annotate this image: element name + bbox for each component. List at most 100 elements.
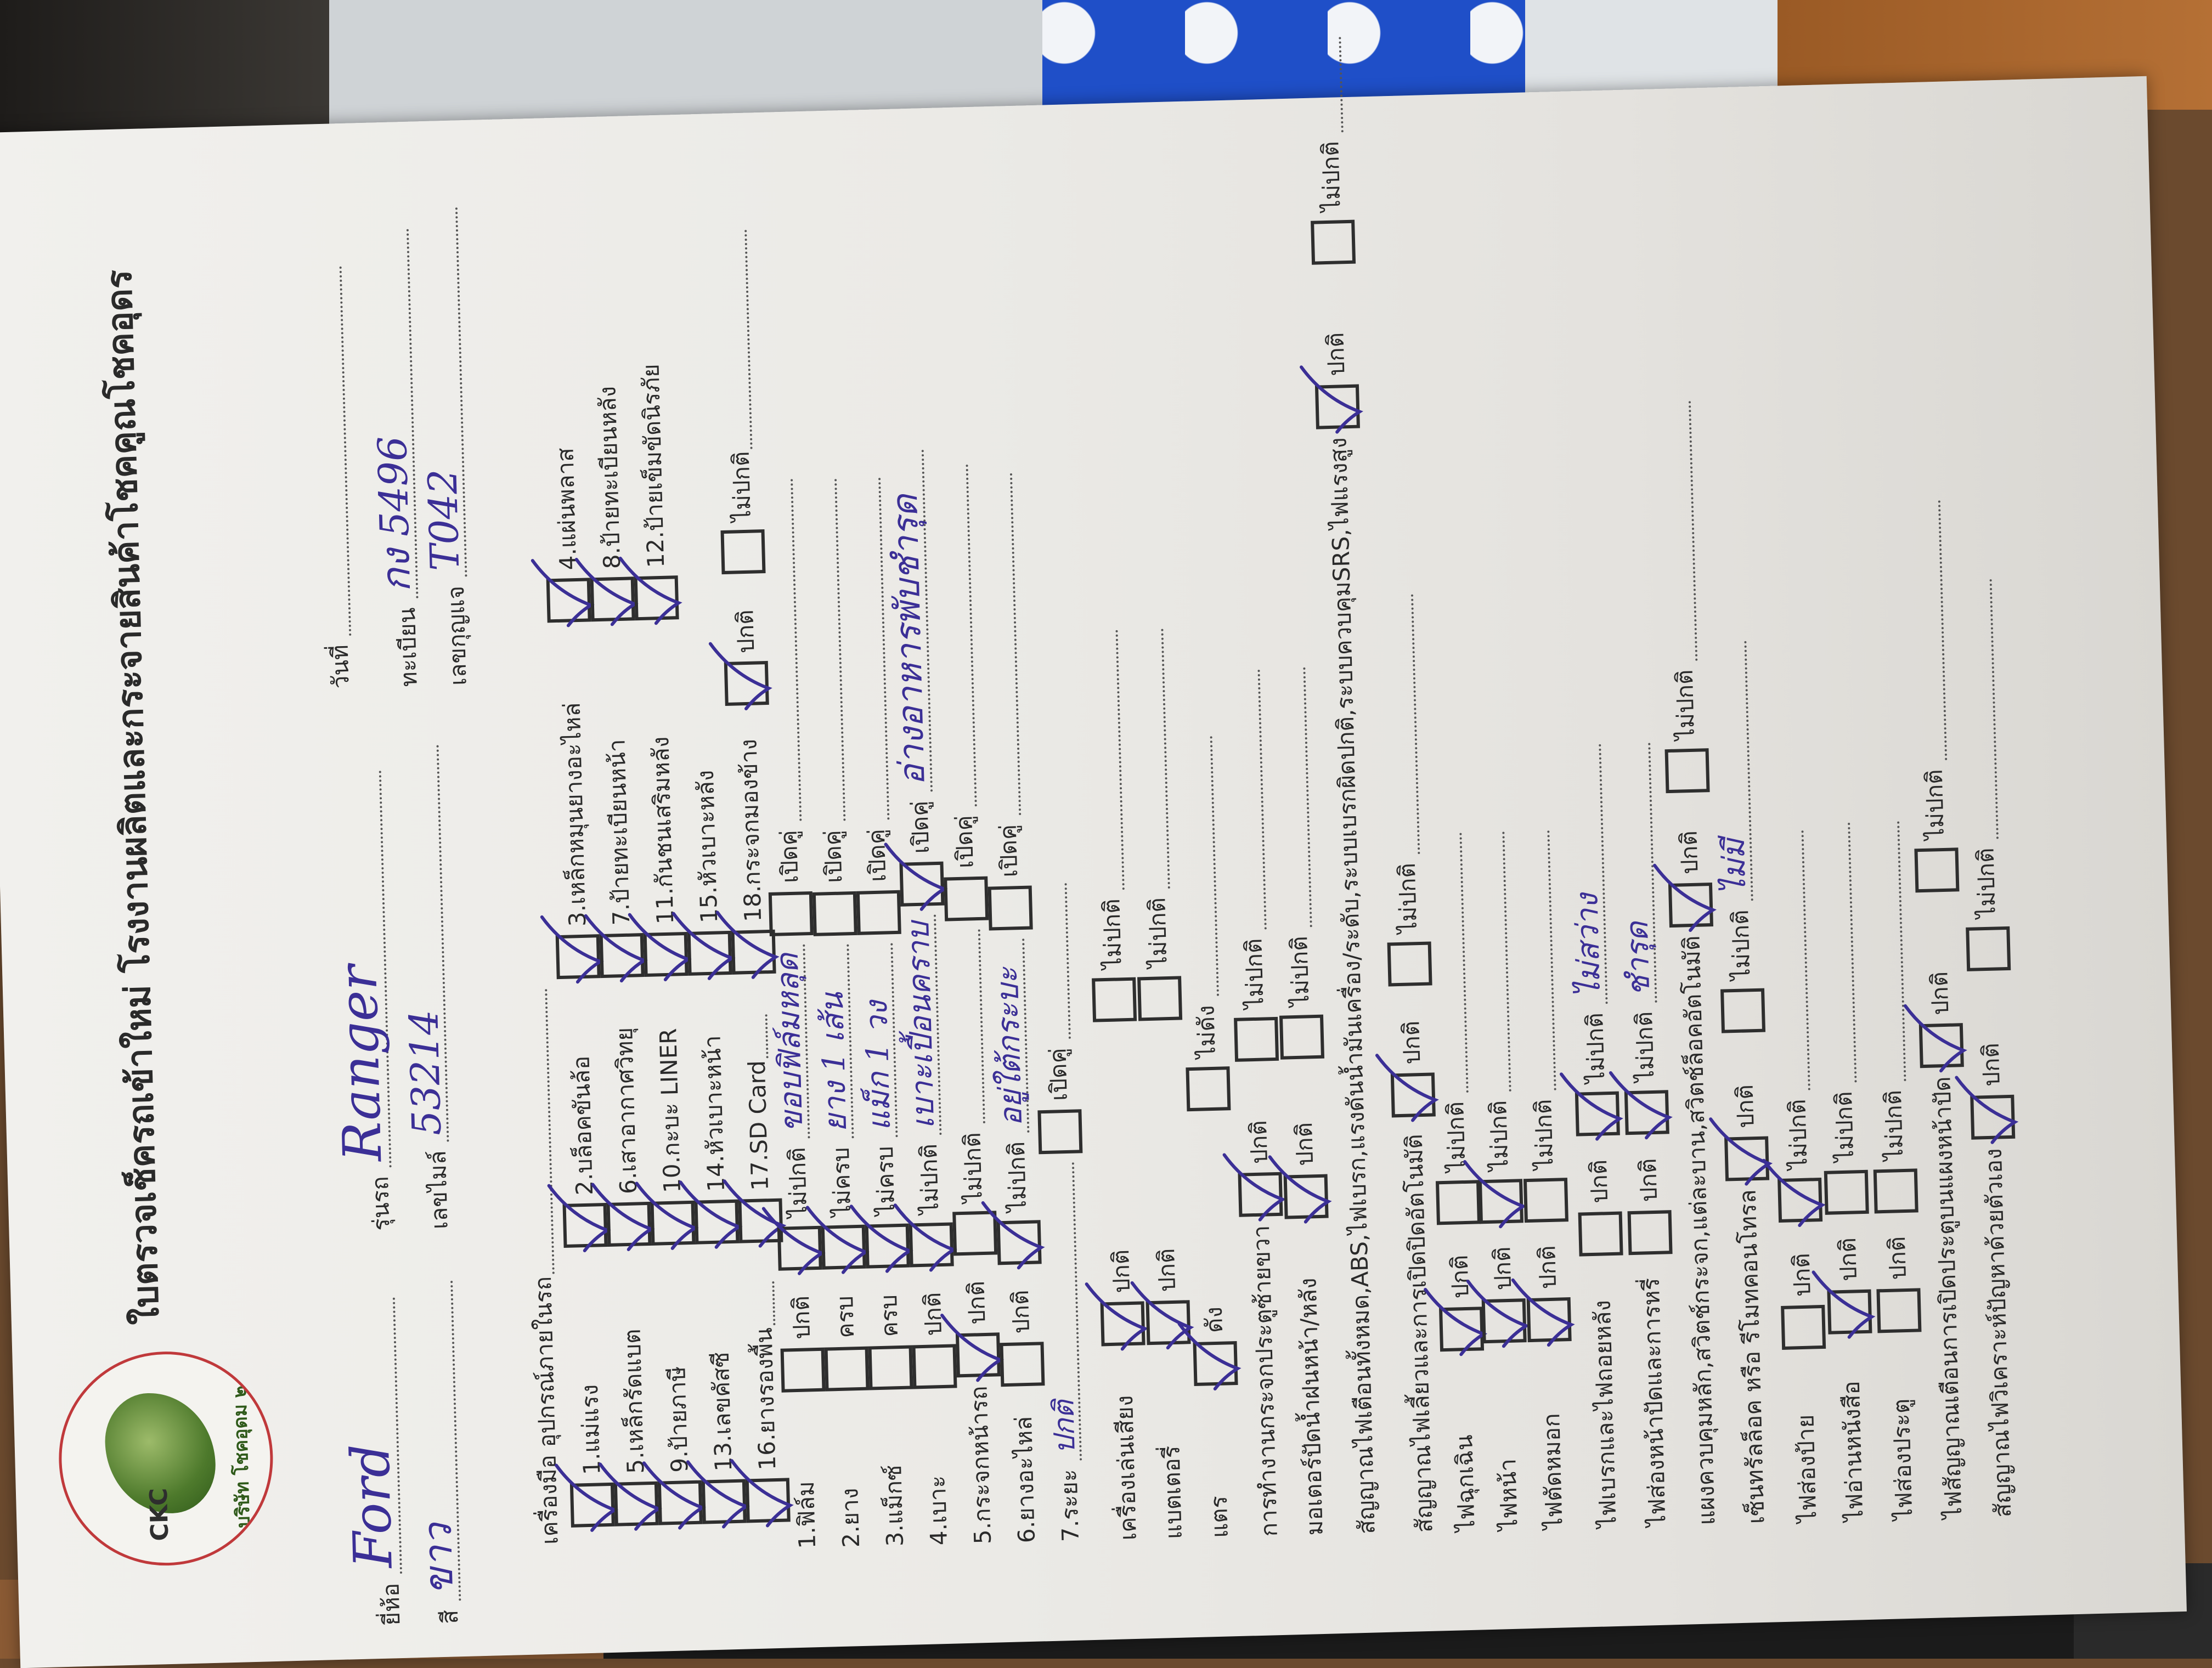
check-opt2-checkbox[interactable] [1559, 1072, 1623, 1141]
check-opt1-checkbox[interactable] [1709, 1117, 1773, 1186]
company-logo: CKC บริษัท โชคอุดม ๒๐๒๐ [56, 1349, 276, 1569]
field-color-label: สี [436, 1609, 464, 1625]
field-model-label: รุ่นรถ [366, 1175, 395, 1231]
check-opt2-checkbox[interactable] [1609, 1071, 1673, 1140]
inspection-pair-checkbox[interactable] [768, 891, 814, 936]
inspection-row: 3.แม็กซ์ ครบ ไม่ครบ แม็ก 1 วง เปิดคู่ [845, 477, 917, 1547]
check-opt1-checkbox[interactable] [1653, 863, 1717, 932]
check-opt1-checkbox[interactable] [1903, 1004, 1967, 1073]
inspection-opt2-checkbox[interactable] [805, 1206, 870, 1274]
check-opt2-checkbox[interactable] [1914, 847, 1960, 893]
inspection-opt1-checkbox[interactable] [1000, 1342, 1045, 1387]
inspection-opt1-checkbox[interactable] [940, 1314, 1004, 1382]
equipment-item-label: 14.หัวเบาะหน้า [699, 1035, 730, 1192]
check-row: ไฟส่องป้าย ปกติ ไม่ปกติ [1762, 830, 1830, 1523]
check-opt2-checkbox[interactable] [1664, 748, 1710, 793]
inspection-pair-checkbox[interactable] [812, 891, 857, 936]
inspection-pair-checkbox[interactable] [884, 843, 948, 912]
inspection-opt2-checkbox[interactable] [981, 1201, 1045, 1270]
distance-pair-checkbox[interactable] [1037, 1109, 1083, 1154]
equipment-normal-label-text: ปกติ [731, 609, 760, 654]
check-mark-icon [1130, 1281, 1194, 1350]
check-opt2-checkbox[interactable] [1966, 926, 2011, 971]
check-opt1-checkbox[interactable] [1177, 1322, 1242, 1391]
check-opt1-checkbox[interactable] [1955, 1076, 2019, 1144]
inspection-row: 2.ยาง ครบ ไม่ครบ ยาง 1 เส้น เปิดคู่ [802, 479, 873, 1548]
check-opt1-checkbox[interactable] [1375, 1054, 1439, 1122]
inspection-label: 6.ยางอะไหล่ [1009, 1416, 1040, 1543]
background-shelf [0, 0, 329, 143]
check-row: แบตเตอรี่ ปกติ ไม่ปกติ [1128, 628, 1195, 1540]
equipment-item-label: 4.แผ่นพลาส [551, 448, 582, 570]
equipment-item-label-text: 16.ยางรองพื้น [750, 1327, 781, 1471]
check-opt1-checkbox[interactable] [1300, 365, 1363, 434]
check-opt1-checkbox[interactable] [1130, 1281, 1194, 1350]
inspection-pair-checkbox[interactable] [988, 885, 1033, 931]
check-opt1-checkbox[interactable] [1268, 1155, 1332, 1224]
check-mark-icon [598, 1462, 662, 1531]
equipment-checkbox[interactable] [642, 1461, 706, 1530]
inspection-pair-checkbox[interactable] [944, 876, 989, 921]
inspection-opt1-label: ปกติ [1006, 1290, 1035, 1334]
inspection-opt2-checkbox[interactable] [761, 1207, 826, 1275]
check-opt2-checkbox[interactable] [1824, 1169, 1869, 1215]
check-opt1-checkbox[interactable] [1222, 1153, 1286, 1222]
equipment-checkbox[interactable] [574, 557, 639, 626]
check-label: ไฟหน้า [1494, 1458, 1523, 1531]
inspection-opt2-checkbox[interactable] [849, 1205, 913, 1273]
equipment-checkbox[interactable] [686, 1460, 750, 1529]
check-opt1-checkbox[interactable] [1466, 1279, 1530, 1348]
check-opt1-checkbox[interactable] [1578, 1211, 1623, 1257]
dotted-line [744, 229, 753, 449]
equipment-checkbox[interactable] [531, 559, 595, 627]
field-mileage-label: เลขไมล์ [424, 1150, 453, 1230]
inspection-opt1-checkbox[interactable] [780, 1347, 826, 1393]
check-note [1156, 628, 1170, 889]
check-opt2-checkbox[interactable] [1720, 988, 1766, 1033]
check-row: การทำงานกระจกประตูซ้ายขวา ปกติ ไม่ปกติ [1222, 669, 1291, 1537]
equipment-checkbox[interactable] [547, 1184, 611, 1253]
check-label: แผงควบคุมหลัก,สวิตช์กระจก,แต่ละบาน,สวิตช… [1678, 935, 1720, 1526]
check-opt1-checkbox[interactable] [1424, 1287, 1488, 1356]
check-opt2-checkbox[interactable] [1873, 1168, 1918, 1214]
check-opt2-checkbox[interactable] [1387, 941, 1432, 987]
field-color: สี ขาว [411, 1280, 464, 1625]
equipment-checkbox[interactable] [628, 913, 692, 982]
equipment-checkbox[interactable] [540, 915, 604, 984]
check-opt2-checkbox[interactable] [1186, 1066, 1231, 1112]
equipment-checkbox[interactable] [618, 556, 682, 625]
equipment-checkbox[interactable] [598, 1462, 662, 1531]
inspection-row: 6.ยางอะไหล่ ปกติ ไม่ปกติ อยู่ใต้กระบะ เปิดคู… [977, 473, 1049, 1543]
inspection-opt1-checkbox[interactable] [824, 1346, 870, 1392]
check-mark-icon [708, 642, 772, 710]
check-row: เครื่องเล่นเสียง ปกติ ไม่ปกติ [1082, 630, 1150, 1541]
equipment-checkbox[interactable] [635, 1181, 699, 1250]
equipment-checkbox[interactable] [730, 1459, 794, 1528]
inspection-opt2-checkbox[interactable] [893, 1203, 957, 1272]
check-opt2-checkbox[interactable] [1092, 977, 1137, 1022]
equipment-checkbox[interactable] [715, 911, 780, 979]
check-opt2-checkbox[interactable] [1762, 1158, 1826, 1228]
check-opt2-checkbox[interactable] [1234, 1016, 1279, 1062]
check-opt1-checkbox[interactable] [1511, 1278, 1575, 1347]
check-opt1-checkbox[interactable] [1876, 1288, 1922, 1333]
check-opt2-checkbox[interactable] [1463, 1160, 1527, 1229]
check-opt1-checkbox[interactable] [1085, 1282, 1149, 1351]
check-opt2-checkbox[interactable] [1279, 1014, 1325, 1060]
equipment-checkbox[interactable] [591, 1183, 655, 1251]
check-opt2-checkbox[interactable] [1311, 219, 1356, 265]
equipment-checkbox[interactable] [672, 912, 736, 980]
check-opt2-checkbox[interactable] [1523, 1178, 1568, 1223]
equipment-checkbox[interactable] [584, 914, 648, 983]
check-mark-icon [574, 557, 639, 626]
check-opt2-checkbox[interactable] [1137, 976, 1183, 1021]
check-opt1-checkbox[interactable] [1627, 1210, 1673, 1256]
check-opt2-label: ไม่ปกติ [1240, 938, 1269, 1009]
check-row: ไฟสัญญาณเตือนการเปิดประตูบนแผงหน้าปัด ปกต… [1903, 500, 1976, 1519]
equipment-checkbox[interactable] [679, 1180, 743, 1249]
inspection-opt1-checkbox[interactable] [868, 1345, 913, 1390]
check-opt1-checkbox[interactable] [1812, 1270, 1876, 1339]
equipment-normal-checkbox[interactable] [708, 642, 772, 710]
equipment-checkbox[interactable] [554, 1463, 618, 1532]
equipment-item-label: 16.ยางรองพื้น [750, 1281, 781, 1471]
